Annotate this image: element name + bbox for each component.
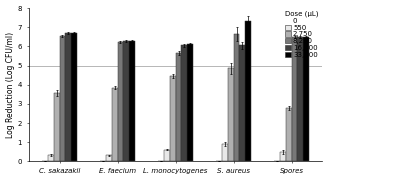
Bar <box>280 152 286 161</box>
Bar <box>48 155 54 161</box>
Bar <box>222 144 228 161</box>
Bar <box>71 33 77 161</box>
Bar <box>106 155 112 161</box>
Bar <box>286 108 292 161</box>
Bar <box>182 45 187 161</box>
Bar <box>187 44 193 161</box>
Bar <box>164 150 170 161</box>
Bar <box>118 42 123 161</box>
Bar <box>123 41 129 161</box>
Bar <box>65 33 71 161</box>
Bar <box>234 34 240 161</box>
Legend: 0, 550, 2,750, 8,250, 16,500, 33,000: 0, 550, 2,750, 8,250, 16,500, 33,000 <box>284 10 319 58</box>
Bar <box>245 21 251 161</box>
Bar <box>176 53 182 161</box>
Bar <box>112 88 118 161</box>
Bar <box>228 68 234 161</box>
Bar <box>54 93 60 161</box>
Bar <box>60 36 65 161</box>
Bar <box>240 45 245 161</box>
Bar <box>298 37 303 161</box>
Bar <box>129 41 135 161</box>
Bar <box>170 76 176 161</box>
Y-axis label: Log Reduction (Log CFU/ml): Log Reduction (Log CFU/ml) <box>6 32 14 138</box>
Bar <box>303 37 309 161</box>
Bar <box>292 37 298 161</box>
